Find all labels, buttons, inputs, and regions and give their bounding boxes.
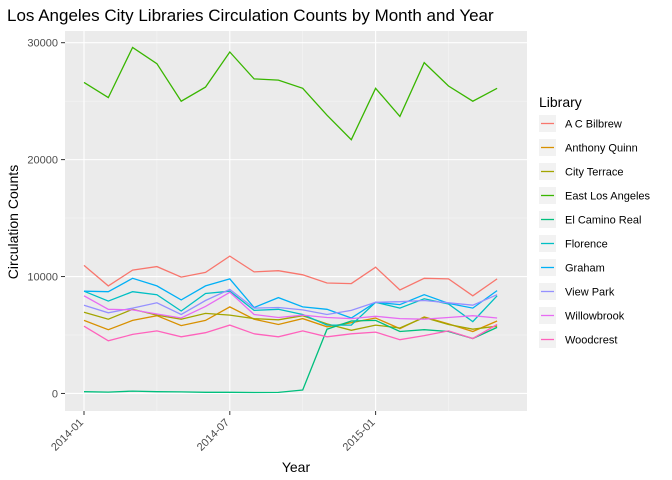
y-axis-title: Circulation Counts <box>5 165 21 279</box>
legend-label-woodcrest: Woodcrest <box>565 335 617 347</box>
series-line-woodcrest <box>83 323 498 342</box>
legend-label-view-park: View Park <box>565 287 615 299</box>
x-tick-label: 2014-07 <box>195 417 232 454</box>
x-tick-label: 2014-01 <box>49 417 86 454</box>
x-tick-label: 2015-01 <box>341 417 378 454</box>
legend-title: Library <box>539 94 582 110</box>
legend: Library A C Bilbrew Anthony Quinn City Ter… <box>539 94 651 348</box>
legend-label-florence: Florence <box>565 239 608 251</box>
series-line-view-park <box>83 288 498 316</box>
plot-panel <box>65 31 527 411</box>
legend-label-willowbrook: Willowbrook <box>565 311 625 323</box>
legend-label-el-camino-real: El Camino Real <box>565 215 641 227</box>
series-line-willowbrook <box>83 291 498 320</box>
y-tick-label: 30000 <box>27 38 58 50</box>
series-line-florence <box>83 290 498 326</box>
legend-label-anthony-quinn: Anthony Quinn <box>565 143 638 155</box>
grid-lines <box>65 31 527 411</box>
y-tick-label: 20000 <box>27 155 58 167</box>
x-axis-title: Year <box>282 459 311 475</box>
y-axis: 0 10000 20000 30000 <box>27 38 65 400</box>
series-line-graham <box>83 277 498 319</box>
legend-label-city-terrace: City Terrace <box>565 167 623 179</box>
legend-label-east-los-angeles: East Los Angeles <box>565 191 651 203</box>
legend-label-a-c-bilbrew: A C Bilbrew <box>565 119 622 131</box>
legend-label-graham: Graham <box>565 263 605 275</box>
y-tick-label: 10000 <box>27 272 58 284</box>
series-lines <box>83 46 498 394</box>
chart-title: Los Angeles City Libraries Circulation C… <box>7 6 494 25</box>
x-axis: 2014-01 2014-07 2015-01 <box>49 411 378 454</box>
series-line-a-c-bilbrew <box>83 255 498 297</box>
series-line-east-los-angeles <box>83 46 498 141</box>
y-tick-label: 0 <box>52 388 58 400</box>
series-line-el-camino-real <box>83 319 498 394</box>
